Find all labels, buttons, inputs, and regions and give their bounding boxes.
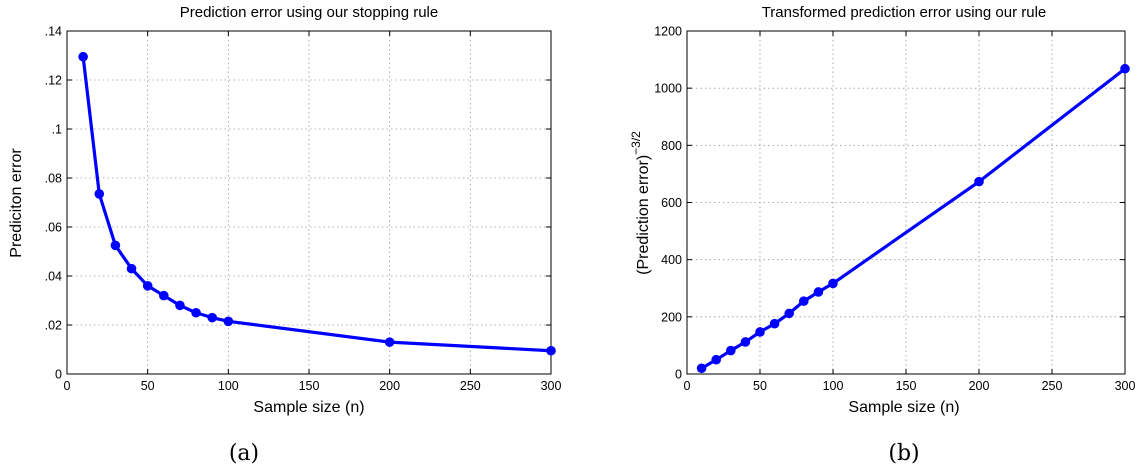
y-tick-label: 800 [661, 139, 682, 153]
x-tick-label: 200 [379, 379, 400, 393]
data-point [207, 312, 217, 323]
data-point [175, 300, 185, 311]
x-tick-label: 250 [1042, 379, 1063, 393]
data-point [191, 307, 201, 318]
y-axis-ticks: 0 .02 .04 .06 .08 .1 .12 .14 [45, 25, 551, 382]
y-tick-label: .04 [45, 270, 62, 284]
data-point [223, 316, 234, 327]
x-axis-label: Sample size (n) [253, 399, 364, 416]
y-axis-ticks: 0 200 400 600 800 1000 1200 [654, 25, 1125, 382]
data-point [784, 308, 795, 319]
x-tick-label: 300 [541, 379, 562, 393]
chart-panel-a: Prediction error using our stopping rule… [8, 4, 561, 465]
x-axis-label: Sample size (n) [848, 399, 959, 416]
data-point [110, 240, 121, 251]
grid-lines [687, 31, 1125, 374]
y-tick-label: 400 [661, 253, 682, 267]
grid-lines [67, 31, 551, 374]
data-point [142, 281, 153, 291]
data-point [726, 345, 736, 356]
y-tick-label: .06 [45, 221, 62, 235]
y-tick-label: 0 [55, 368, 62, 382]
y-tick-label: 200 [661, 310, 682, 324]
y-tick-label: 1000 [654, 82, 682, 96]
x-tick-label: 200 [969, 379, 990, 393]
y-tick-label: 0 [675, 368, 682, 382]
y-tick-label: .02 [45, 319, 62, 333]
x-tick-label: 250 [460, 379, 481, 393]
y-axis-label: (Prediction error)−3/2 [629, 131, 652, 275]
data-point [1120, 63, 1130, 74]
data-point [711, 354, 722, 365]
panel-caption: (a) [229, 441, 259, 465]
data-point [384, 337, 395, 347]
y-axis-label: Prediciton error [8, 148, 25, 258]
panel-caption: (b) [888, 441, 919, 465]
chart-title: Prediction error using our stopping rule [180, 4, 438, 21]
x-tick-label: 300 [1115, 379, 1136, 393]
data-point [159, 290, 169, 301]
chart-title: Transformed prediction error using our r… [762, 4, 1047, 21]
y-tick-label: .14 [45, 25, 62, 39]
y-tick-label: .12 [45, 74, 62, 88]
x-tick-label: 150 [299, 379, 320, 393]
x-axis-ticks: 0 50 100 150 200 250 300 [684, 31, 1136, 393]
x-tick-label: 100 [218, 379, 239, 393]
y-axis-label-base: (Prediction error) [635, 155, 652, 275]
data-point [740, 337, 751, 347]
data-markers [696, 63, 1130, 374]
data-point [974, 176, 984, 187]
y-tick-label: .1 [52, 123, 62, 137]
data-point [546, 345, 556, 356]
data-point [755, 327, 765, 337]
data-point [94, 189, 105, 199]
data-point [813, 287, 824, 297]
y-axis-label-exponent: −3/2 [629, 131, 643, 155]
x-axis-ticks: 0 50 100 150 200 250 300 [64, 31, 562, 393]
x-tick-label: 150 [896, 379, 917, 393]
x-tick-label: 100 [823, 379, 844, 393]
series-line [81, 55, 553, 353]
data-point [696, 363, 707, 374]
y-tick-label: 600 [661, 196, 682, 210]
data-point [799, 296, 809, 306]
y-tick-label: 1200 [654, 25, 682, 39]
x-tick-label: 0 [684, 379, 691, 393]
data-point [828, 278, 838, 289]
x-tick-label: 50 [141, 379, 155, 393]
y-tick-label: .08 [45, 172, 62, 186]
data-point [126, 263, 137, 274]
data-point [78, 51, 88, 62]
chart-panel-b: Transformed prediction error using our r… [629, 4, 1135, 465]
data-point [769, 318, 780, 329]
x-tick-label: 0 [64, 379, 71, 393]
x-tick-label: 50 [753, 379, 767, 393]
series-line [699, 67, 1127, 370]
data-markers [78, 51, 556, 356]
